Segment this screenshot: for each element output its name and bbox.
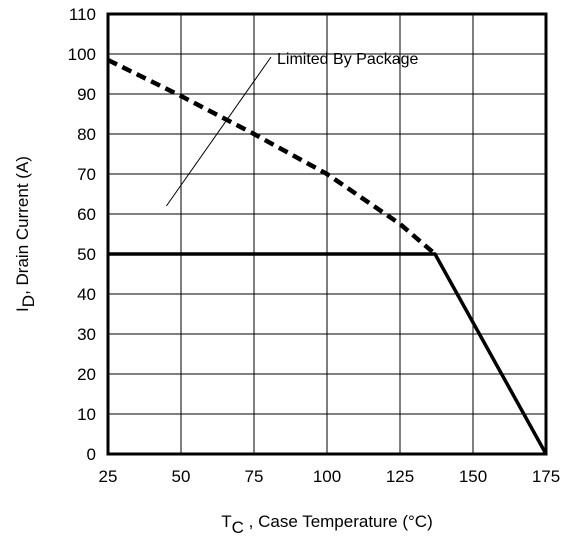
- y-axis-title: ID, Drain Current (A): [13, 156, 38, 312]
- y-tick-label: 40: [77, 285, 96, 304]
- annotation-layer: Limited By Package: [165, 51, 419, 207]
- x-axis-title: TC , Case Temperature (°C): [221, 512, 433, 537]
- x-tick-label: 50: [172, 467, 191, 486]
- y-tick-label: 10: [77, 405, 96, 424]
- x-tick-label: 75: [245, 467, 264, 486]
- y-tick-label: 30: [77, 325, 96, 344]
- y-tick-label: 100: [68, 45, 96, 64]
- x-tick-label: 100: [313, 467, 341, 486]
- y-tick-label: 0: [87, 445, 96, 464]
- y-axis-title-main: I: [13, 307, 32, 312]
- y-axis-title-sub: D: [19, 295, 38, 307]
- y-axis-title-rest: , Drain Current (A): [13, 156, 32, 295]
- annotation-leader-line: [165, 56, 272, 207]
- x-axis-title-main: T: [221, 512, 231, 531]
- package-limit-dashed-line: [107, 57, 437, 256]
- y-tick-label: 70: [77, 165, 96, 184]
- y-tick-label: 20: [77, 365, 96, 384]
- x-axis-title-rest: , Case Temperature (°C): [244, 512, 433, 531]
- tick-layer: 25 50 75 100 125 150 175 0 10 20 30 40 50 60 70 80 90 100…: [68, 5, 561, 486]
- plot-frame: [106, 12, 548, 456]
- y-tick-label: 60: [77, 205, 96, 224]
- x-tick-label: 175: [532, 467, 560, 486]
- series-layer: [107, 57, 548, 455]
- y-tick-label: 110: [69, 5, 96, 24]
- x-axis-title-sub: C: [232, 518, 244, 537]
- drain-current-solid-line: [108, 252, 548, 455]
- x-tick-label: 150: [459, 467, 487, 486]
- grid-layer: [107, 13, 547, 455]
- y-tick-label: 50: [77, 245, 96, 264]
- annotation-label: Limited By Package: [277, 51, 419, 68]
- x-tick-label: 25: [99, 467, 118, 486]
- y-tick-label: 90: [77, 85, 96, 104]
- x-tick-label: 125: [386, 467, 414, 486]
- y-tick-label: 80: [77, 125, 96, 144]
